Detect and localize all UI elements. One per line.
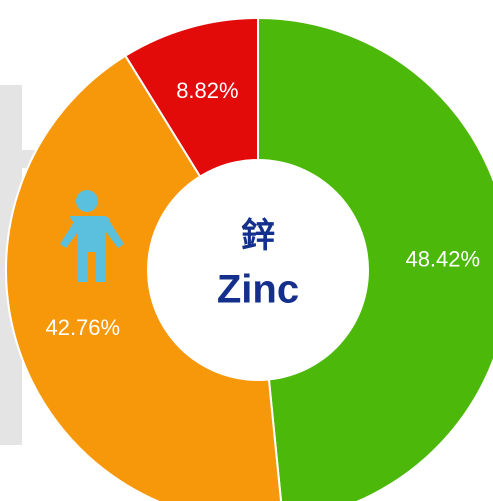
value-label: 8.82% <box>176 78 238 103</box>
donut-hole <box>147 159 369 381</box>
value-label: 42.76% <box>45 315 120 340</box>
slices <box>5 16 493 501</box>
slice <box>257 16 493 501</box>
center-subtitle: Zinc <box>217 268 299 312</box>
value-label: 48.42% <box>405 247 480 272</box>
person-icon <box>60 190 124 282</box>
center-title: 鋅 <box>241 216 275 255</box>
slice <box>5 54 283 501</box>
